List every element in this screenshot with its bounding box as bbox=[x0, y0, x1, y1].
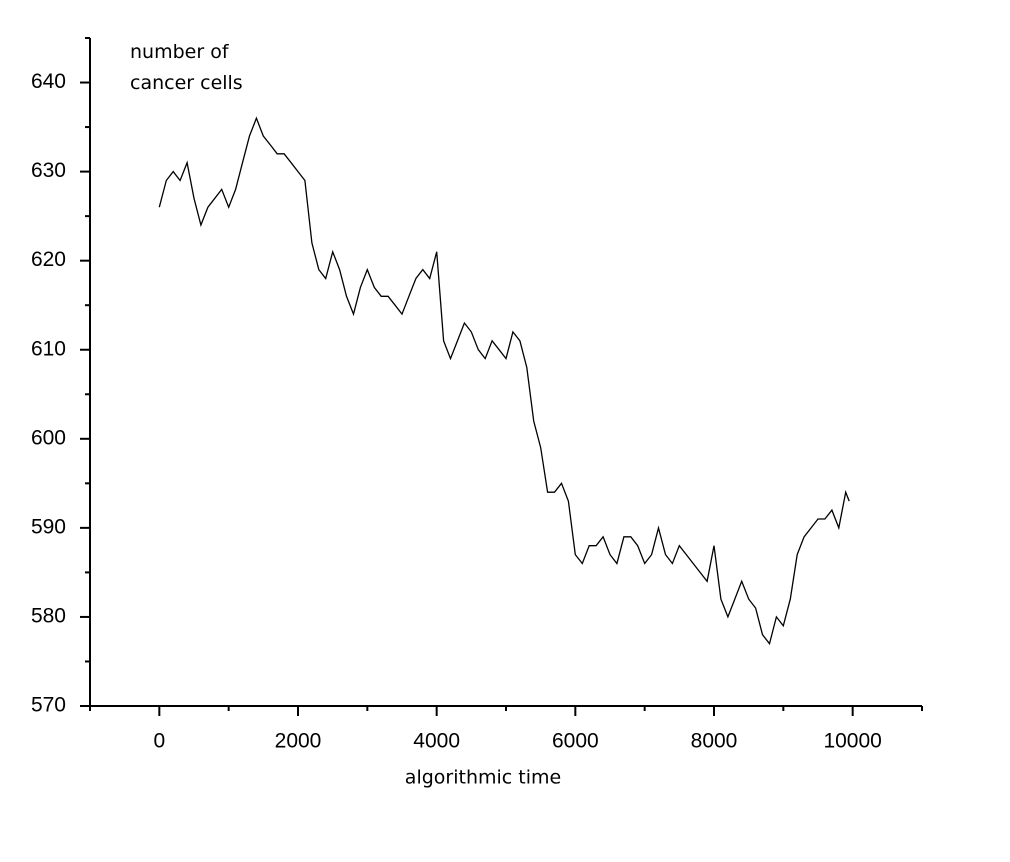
y-tick-label: 580 bbox=[31, 604, 66, 627]
x-tick-label: 10000 bbox=[823, 730, 881, 753]
y-tick-label: 630 bbox=[31, 159, 66, 182]
y-tick-label: 590 bbox=[31, 515, 66, 538]
y-tick-label: 610 bbox=[31, 337, 66, 360]
x-tick-label: 4000 bbox=[413, 730, 460, 753]
y-tick-label: 620 bbox=[31, 248, 66, 271]
x-tick-label: 2000 bbox=[275, 730, 322, 753]
data-line bbox=[158, 116, 850, 646]
y-tick-label: 570 bbox=[31, 694, 66, 717]
x-tick-label: 8000 bbox=[691, 730, 738, 753]
x-tick-label: 0 bbox=[153, 730, 165, 753]
y-tick-label: 640 bbox=[31, 70, 66, 93]
x-axis-label: algorithmic time bbox=[405, 767, 561, 789]
y-axis-label: number of cancer cells bbox=[130, 41, 243, 94]
x-tick-label: 6000 bbox=[552, 730, 599, 753]
y-tick-label: 600 bbox=[31, 426, 66, 449]
